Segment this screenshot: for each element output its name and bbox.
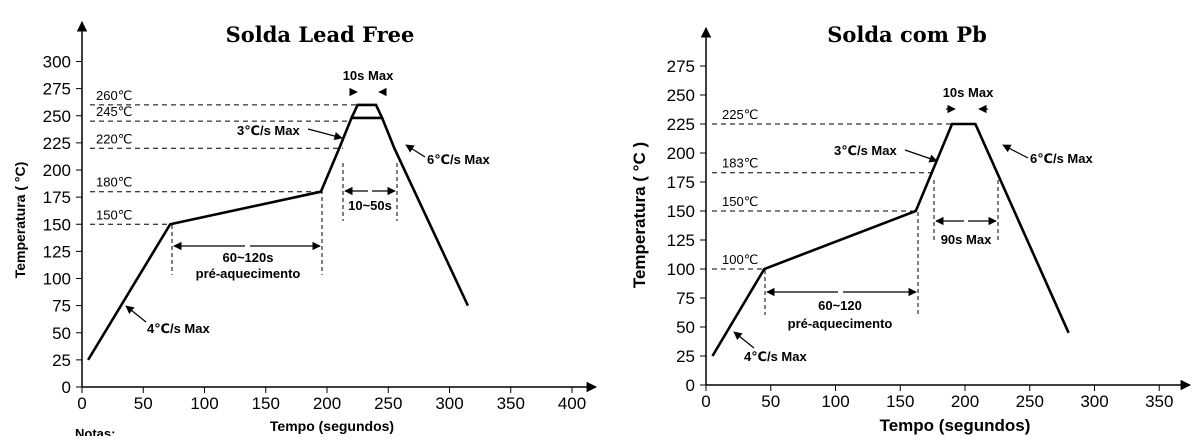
y-tick-label: 275 [43,80,71,99]
level-label: 225℃ [722,107,758,122]
x-tick-label: 300 [1080,392,1108,411]
y-tick-label: 150 [43,215,71,234]
x-tick-label: 350 [1145,392,1173,411]
initial-ramp-label: 4℃/s Max [147,321,210,336]
initial-ramp-annotation: 4℃/s Max [125,305,210,336]
x-tick-label: 150 [252,394,280,413]
y-tick-label: 175 [667,173,695,192]
level-label: 245℃ [96,104,132,119]
y-tick-label: 275 [667,57,695,76]
initial-ramp-annotation: 4℃/s Max [733,331,807,364]
chart-com-pb: Solda com Pb 0 25 50 75 100 125 150 175 200 225 25… [630,22,1192,435]
x-tick-label: 250 [374,394,402,413]
y-tick-label: 75 [52,297,71,316]
ramp-up-annotation: 3℃/s Max [834,143,938,163]
y-tick-label: 150 [667,202,695,221]
y-tick-label: 225 [667,115,695,134]
y-tick-label: 0 [62,378,71,397]
ramp-up-arrow [904,149,938,163]
ramp-down-label: 6℃/s Max [427,152,490,167]
y-tick-label: 300 [43,53,71,72]
y-tick-label: 100 [43,270,71,289]
x-axis-title: Tempo (segundos) [880,416,1031,435]
y-tick-label: 50 [52,324,71,343]
preheat-time-label: 60~120 [818,298,862,313]
ramp-down-arrow [405,144,426,158]
level-label: 260℃ [96,88,132,103]
window-annotation: 90s Max [933,180,999,247]
preheat-time-label: 60~120s [223,250,274,265]
y-tick-label: 225 [43,134,71,153]
y-axis-title: Temperatura ( °C) [12,162,28,279]
preheat-label: pré-aquecimento [196,266,301,281]
ramp-down-label: 6℃/s Max [1030,151,1093,166]
y-axis-title: Temperatura ( °C ) [630,142,649,288]
chart-lead-free: Solda Lead Free 0 25 50 75 100 125 150 175 200 22… [12,20,598,441]
chart-title: Solda com Pb [827,22,987,47]
y-tick-label: 75 [676,289,695,308]
x-tick-label: 100 [821,392,849,411]
chart-title: Solda Lead Free [226,22,415,47]
y-tick-label: 100 [667,260,695,279]
y-tick-label: 25 [676,347,695,366]
x-tick-label: 200 [313,394,341,413]
level-label: 150℃ [722,194,758,209]
x-tick-label: 200 [951,392,979,411]
preheat-annotation: 60~120s pré-aquecimento [171,190,323,281]
preheat-annotation: 60~120 pré-aquecimento [764,212,919,331]
x-tick-label: 150 [886,392,914,411]
ramp-down-annotation: 6℃/s Max [405,144,490,167]
y-tick-label: 125 [667,231,695,250]
top-max-label: 10s Max [943,85,994,100]
temperature-profile-line [350,103,384,119]
x-tick-label: 0 [701,392,710,411]
x-tick-label: 0 [77,394,86,413]
level-label: 100℃ [722,252,758,267]
y-tick-label: 125 [43,242,71,261]
y-tick-label: 200 [43,161,71,180]
ramp-down-annotation: 6℃/s Max [1002,144,1093,166]
top-max-label: 10s Max [343,68,394,83]
x-tick-label: 300 [435,394,463,413]
window-annotation: 10~50s [342,163,398,221]
y-tick-label: 0 [686,376,695,395]
initial-ramp-arrow [733,331,755,349]
ramp-up-label: 3℃/s Max [834,143,897,158]
temperature-profile-line [711,122,1070,357]
x-axis-title: Tempo (segundos) [270,418,394,434]
x-tick-label: 50 [134,394,153,413]
level-label: 220℃ [96,131,132,146]
initial-ramp-arrow [125,305,147,323]
temperature-profile-line [87,116,470,361]
level-label: 180℃ [96,175,132,190]
y-tick-label: 250 [667,86,695,105]
y-tick-label: 175 [43,188,71,207]
y-tick-label: 200 [667,144,695,163]
window-label: 90s Max [941,232,992,247]
top-max-annotation: 10s Max [943,85,994,114]
footer-note: Notas: [75,426,115,436]
x-tick-label: 100 [190,394,218,413]
initial-ramp-label: 4℃/s Max [744,349,807,364]
level-label: 150℃ [96,207,132,222]
ramp-up-annotation: 3℃/s Max [237,123,343,141]
level-label: 183℃ [722,156,758,171]
top-max-annotation: 10s Max [343,68,394,97]
ramp-up-arrow [307,128,343,141]
x-tick-label: 400 [558,394,586,413]
window-label: 10~50s [348,198,392,213]
y-tick-label: 50 [676,318,695,337]
preheat-label: pré-aquecimento [788,316,893,331]
x-tick-label: 350 [497,394,525,413]
ramp-down-arrow [1002,144,1029,159]
x-tick-label: 250 [1016,392,1044,411]
y-tick-label: 25 [52,351,71,370]
ramp-up-label: 3℃/s Max [237,123,300,138]
x-tick-label: 50 [761,392,780,411]
y-tick-label: 250 [43,107,71,126]
